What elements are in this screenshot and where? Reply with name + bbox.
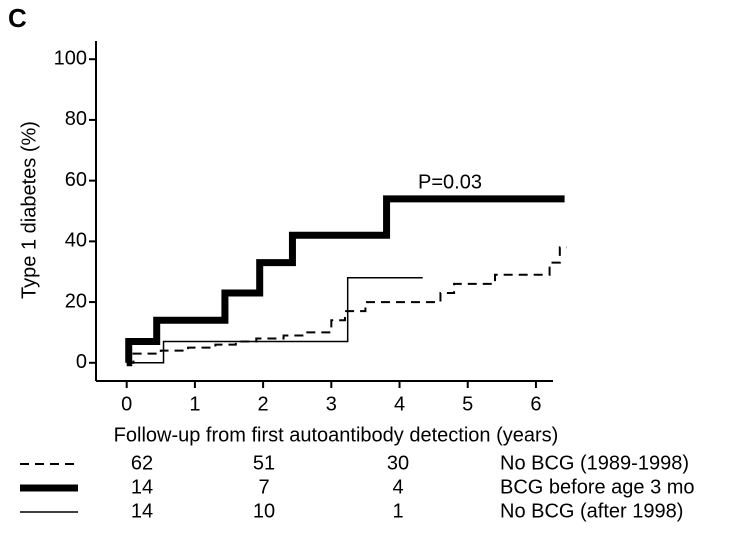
x-tick-label: 6 bbox=[530, 393, 541, 415]
y-tick-label: 0 bbox=[76, 351, 87, 373]
annotation: P=0.03 bbox=[418, 171, 482, 193]
survival-curve bbox=[126, 246, 567, 364]
x-tick-label: 5 bbox=[462, 393, 473, 415]
legend-label: BCG before age 3 mo bbox=[500, 476, 695, 498]
x-tick-label: 0 bbox=[121, 393, 132, 415]
at-risk-count: 14 bbox=[131, 500, 153, 522]
y-tick-label: 100 bbox=[54, 47, 87, 69]
at-risk-count: 14 bbox=[131, 476, 153, 498]
x-axis-label: Follow-up from first autoantibody detect… bbox=[114, 424, 559, 446]
y-tick-label: 40 bbox=[65, 230, 87, 252]
survival-curve bbox=[126, 277, 423, 364]
y-tick-label: 60 bbox=[65, 169, 87, 191]
y-tick-label: 80 bbox=[65, 108, 87, 130]
x-tick-label: 2 bbox=[258, 393, 269, 415]
y-tick-label: 20 bbox=[65, 290, 87, 312]
panel-label: C bbox=[8, 3, 27, 33]
legend-label: No BCG (after 1998) bbox=[500, 500, 683, 522]
at-risk-count: 1 bbox=[392, 500, 403, 522]
x-tick-label: 3 bbox=[326, 393, 337, 415]
y-axis-label: Type 1 diabetes (%) bbox=[18, 121, 40, 299]
at-risk-count: 62 bbox=[131, 452, 153, 474]
at-risk-count: 30 bbox=[387, 452, 409, 474]
x-tick-label: 1 bbox=[189, 393, 200, 415]
at-risk-count: 4 bbox=[392, 476, 403, 498]
legend-label: No BCG (1989-1998) bbox=[500, 452, 689, 474]
at-risk-count: 51 bbox=[253, 452, 275, 474]
x-tick-label: 4 bbox=[394, 393, 405, 415]
at-risk-count: 10 bbox=[253, 500, 275, 522]
survival-curve bbox=[125, 195, 565, 367]
at-risk-count: 7 bbox=[258, 476, 269, 498]
